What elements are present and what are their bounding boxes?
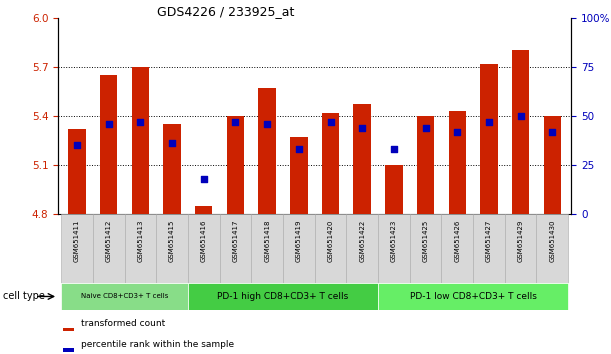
Bar bbox=[195, 206, 213, 214]
Bar bbox=[283, 214, 315, 283]
Text: GSM651425: GSM651425 bbox=[423, 220, 428, 262]
Bar bbox=[480, 63, 497, 214]
Bar bbox=[512, 50, 529, 214]
Point bbox=[326, 119, 335, 125]
Point bbox=[547, 129, 557, 135]
Text: GSM651419: GSM651419 bbox=[296, 220, 302, 262]
Point bbox=[420, 125, 430, 131]
Text: cell type: cell type bbox=[3, 291, 45, 302]
Text: percentile rank within the sample: percentile rank within the sample bbox=[81, 340, 234, 349]
Bar bbox=[156, 214, 188, 283]
Text: GSM651416: GSM651416 bbox=[201, 220, 207, 262]
Bar bbox=[385, 165, 403, 214]
Point bbox=[199, 176, 209, 182]
Bar bbox=[251, 214, 283, 283]
Bar bbox=[378, 283, 568, 310]
Text: GSM651413: GSM651413 bbox=[137, 220, 144, 262]
Text: GSM651427: GSM651427 bbox=[486, 220, 492, 262]
Text: PD-1 high CD8+CD3+ T cells: PD-1 high CD8+CD3+ T cells bbox=[218, 292, 349, 301]
Text: GSM651412: GSM651412 bbox=[106, 220, 112, 262]
Point bbox=[294, 147, 304, 152]
Text: GSM651418: GSM651418 bbox=[264, 220, 270, 262]
Bar bbox=[61, 214, 93, 283]
Point bbox=[452, 129, 462, 135]
Bar bbox=[378, 214, 410, 283]
Point bbox=[357, 125, 367, 131]
Text: GSM651423: GSM651423 bbox=[391, 220, 397, 262]
Point bbox=[484, 119, 494, 125]
Text: GSM651422: GSM651422 bbox=[359, 220, 365, 262]
Bar bbox=[63, 327, 75, 331]
Bar bbox=[315, 214, 346, 283]
Text: GSM651420: GSM651420 bbox=[327, 220, 334, 262]
Bar bbox=[100, 75, 117, 214]
Bar bbox=[258, 88, 276, 214]
Bar bbox=[163, 124, 181, 214]
Text: GDS4226 / 233925_at: GDS4226 / 233925_at bbox=[158, 5, 295, 18]
Point bbox=[230, 119, 240, 125]
Text: PD-1 low CD8+CD3+ T cells: PD-1 low CD8+CD3+ T cells bbox=[409, 292, 536, 301]
Bar bbox=[188, 283, 378, 310]
Bar bbox=[61, 283, 188, 310]
Bar bbox=[227, 116, 244, 214]
Text: GSM651426: GSM651426 bbox=[454, 220, 460, 262]
Bar bbox=[63, 348, 75, 352]
Point bbox=[516, 113, 525, 119]
Bar bbox=[219, 214, 251, 283]
Point bbox=[104, 121, 114, 127]
Bar bbox=[93, 214, 125, 283]
Text: GSM651429: GSM651429 bbox=[518, 220, 524, 262]
Bar bbox=[410, 214, 441, 283]
Text: GSM651430: GSM651430 bbox=[549, 220, 555, 262]
Bar bbox=[536, 214, 568, 283]
Bar bbox=[473, 214, 505, 283]
Text: GSM651411: GSM651411 bbox=[74, 220, 80, 262]
Bar bbox=[417, 116, 434, 214]
Bar bbox=[505, 214, 536, 283]
Bar bbox=[322, 113, 339, 214]
Point bbox=[167, 141, 177, 146]
Bar bbox=[188, 214, 219, 283]
Point bbox=[262, 121, 272, 127]
Bar bbox=[290, 137, 307, 214]
Bar bbox=[448, 111, 466, 214]
Text: Naive CD8+CD3+ T cells: Naive CD8+CD3+ T cells bbox=[81, 293, 168, 299]
Bar bbox=[346, 214, 378, 283]
Bar bbox=[132, 67, 149, 214]
Point bbox=[136, 119, 145, 125]
Bar bbox=[354, 104, 371, 214]
Bar bbox=[544, 116, 561, 214]
Bar bbox=[68, 129, 86, 214]
Text: GSM651415: GSM651415 bbox=[169, 220, 175, 262]
Bar bbox=[441, 214, 473, 283]
Bar bbox=[125, 214, 156, 283]
Point bbox=[389, 147, 399, 152]
Text: GSM651417: GSM651417 bbox=[232, 220, 238, 262]
Point bbox=[72, 143, 82, 148]
Text: transformed count: transformed count bbox=[81, 319, 165, 328]
